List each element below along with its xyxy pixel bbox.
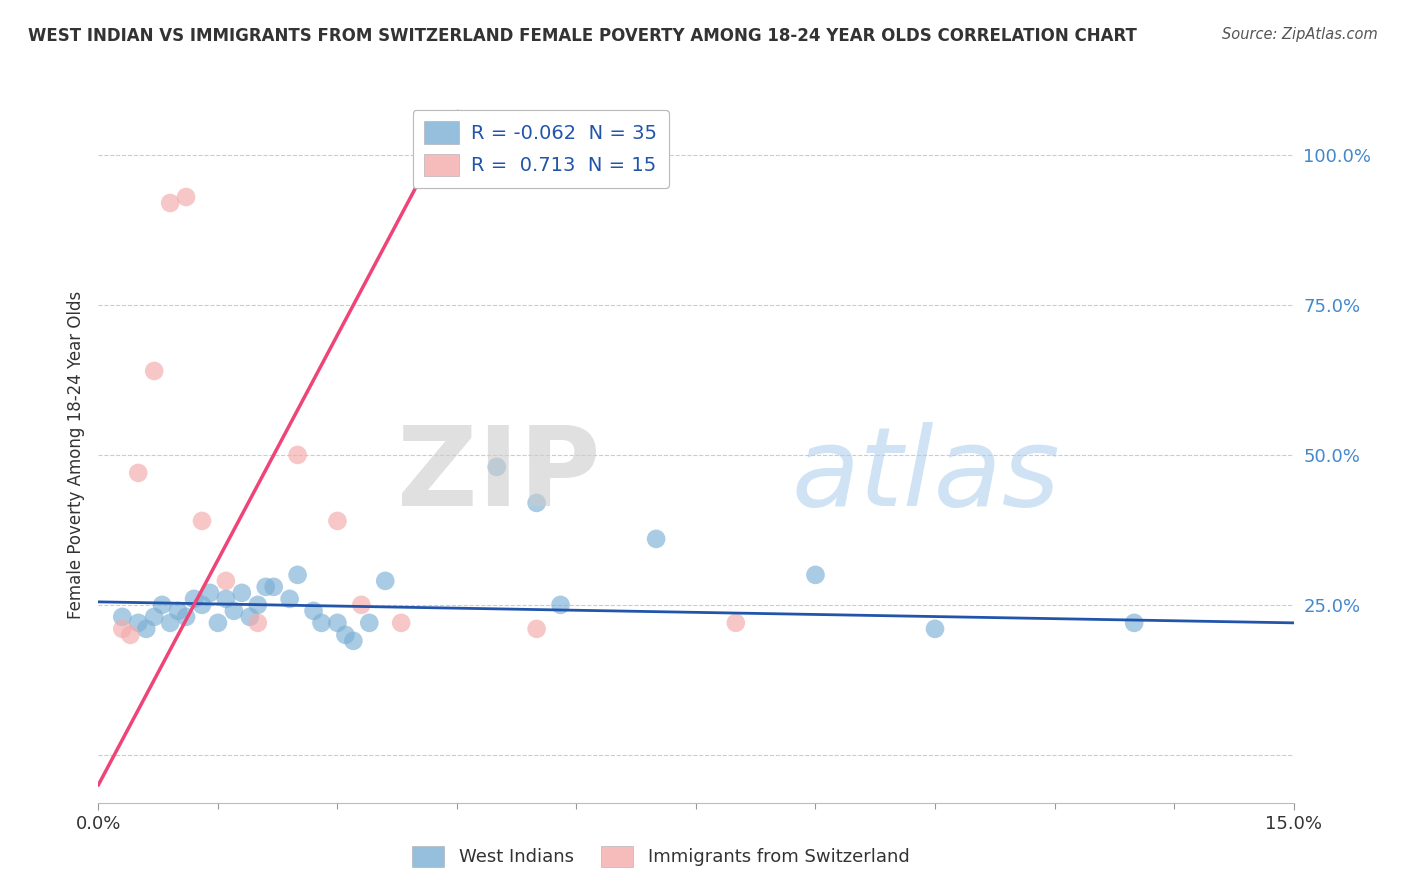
Point	[215, 574, 238, 588]
Point	[254, 580, 277, 594]
Text: WEST INDIAN VS IMMIGRANTS FROM SWITZERLAND FEMALE POVERTY AMONG 18-24 YEAR OLDS : WEST INDIAN VS IMMIGRANTS FROM SWITZERLA…	[28, 27, 1137, 45]
Point	[222, 604, 245, 618]
Point	[526, 622, 548, 636]
Point	[302, 604, 325, 618]
Point	[311, 615, 333, 630]
Point	[724, 615, 747, 630]
Legend: R = -0.062  N = 35, R =  0.713  N = 15: R = -0.062 N = 35, R = 0.713 N = 15	[412, 110, 669, 188]
Point	[550, 598, 572, 612]
Text: Source: ZipAtlas.com: Source: ZipAtlas.com	[1222, 27, 1378, 42]
Point	[287, 567, 309, 582]
Point	[135, 622, 157, 636]
Point	[326, 514, 349, 528]
Point	[167, 604, 190, 618]
Point	[215, 591, 238, 606]
Point	[374, 574, 396, 588]
Point	[111, 622, 134, 636]
Point	[239, 610, 262, 624]
Point	[120, 628, 142, 642]
Point	[526, 496, 548, 510]
Point	[263, 580, 285, 594]
Point	[246, 598, 269, 612]
Point	[350, 598, 373, 612]
Point	[326, 615, 349, 630]
Point	[127, 615, 149, 630]
Point	[174, 190, 197, 204]
Point	[389, 615, 412, 630]
Point	[342, 633, 364, 648]
Text: ZIP: ZIP	[396, 422, 600, 529]
Legend: West Indians, Immigrants from Switzerland: West Indians, Immigrants from Switzerlan…	[405, 838, 917, 874]
Point	[159, 615, 181, 630]
Point	[335, 628, 357, 642]
Point	[924, 622, 946, 636]
Y-axis label: Female Poverty Among 18-24 Year Olds: Female Poverty Among 18-24 Year Olds	[66, 291, 84, 619]
Point	[143, 610, 166, 624]
Point	[191, 514, 214, 528]
Point	[278, 591, 301, 606]
Point	[359, 615, 381, 630]
Point	[150, 598, 173, 612]
Point	[198, 586, 221, 600]
Point	[183, 591, 205, 606]
Point	[191, 598, 214, 612]
Point	[207, 615, 229, 630]
Point	[645, 532, 668, 546]
Point	[159, 196, 181, 211]
Point	[143, 364, 166, 378]
Point	[111, 610, 134, 624]
Point	[804, 567, 827, 582]
Point	[485, 459, 508, 474]
Point	[1123, 615, 1146, 630]
Point	[231, 586, 253, 600]
Text: atlas: atlas	[792, 422, 1060, 529]
Point	[287, 448, 309, 462]
Point	[127, 466, 149, 480]
Point	[174, 610, 197, 624]
Point	[246, 615, 269, 630]
